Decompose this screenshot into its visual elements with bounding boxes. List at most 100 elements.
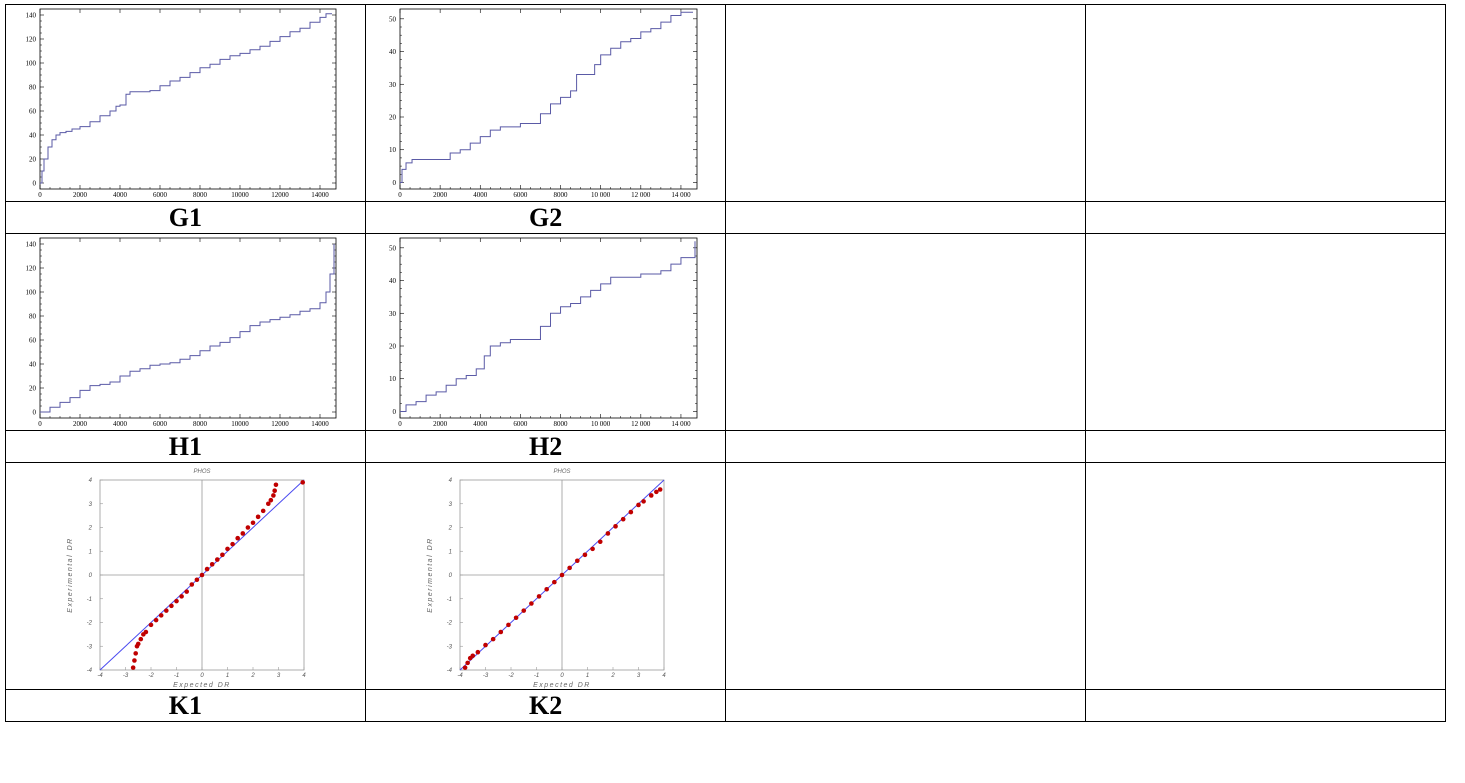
- data-point: [505, 622, 511, 628]
- data-point: [513, 615, 519, 621]
- x-tick-label: 3: [277, 673, 281, 679]
- plot-row-k: PHOS -4 -4 -3 -3 -2 -2 -1 -1 0 0 1 1 2 2 3 3 4 4 Expected D…: [5, 462, 1446, 690]
- y-axis-title: Experimental DR: [67, 537, 74, 612]
- x-tick-label: 2000: [73, 420, 88, 428]
- plot-frame: [399, 8, 698, 190]
- y-tick-label: 1: [89, 549, 92, 555]
- x-tick-label: 4000: [473, 191, 488, 199]
- y-tick-label: 20: [29, 385, 37, 393]
- plot-g2: 0 2000 4000 6000 8000 10 000 12 000 14 000 0 10 20…: [389, 8, 698, 199]
- cell-h2: 0 2000 4000 6000 8000 10 000 12 000 14 000 0 10 20…: [364, 233, 727, 431]
- y-tick-label: 2: [88, 526, 93, 532]
- x-tick-label: 10000: [231, 191, 249, 199]
- data-point: [567, 565, 572, 571]
- plot-row-h: 0 2000 4000 6000 8000 10000 12000 14000 0 20 40 60 8…: [5, 233, 1446, 431]
- x-tick-label: 2000: [433, 420, 448, 428]
- plot-g1: 0 2000 4000 6000 8000 10000 12000 14000 0 20 40 60 8…: [26, 8, 337, 199]
- x-tick-label: -1: [534, 673, 539, 679]
- empty-cell: [1085, 201, 1446, 234]
- data-point: [245, 525, 251, 530]
- data-point: [220, 552, 225, 558]
- y-tick-label: 4: [89, 478, 93, 484]
- y-tick-label: 60: [29, 108, 37, 116]
- empty-cell: [725, 689, 1087, 722]
- x-tick-label: 0: [200, 673, 204, 679]
- y-tick-label: 20: [389, 114, 397, 122]
- plot-k2: PHOS -4 -4 -3 -3 -2 -2 -1 -1 0 0 1 1 2 2 3 3 4 4 Expected D…: [427, 469, 666, 689]
- series-line: [40, 13, 332, 184]
- x-tick-label: 6000: [153, 191, 168, 199]
- y-tick-label: 3: [448, 502, 452, 508]
- y-tick-label: 2: [447, 526, 452, 532]
- x-tick-label: -3: [483, 673, 489, 679]
- y-tick-label: 50: [389, 15, 397, 23]
- data-point: [657, 487, 663, 492]
- label-g1: G1: [5, 201, 366, 234]
- data-point: [628, 509, 633, 515]
- data-point: [179, 594, 184, 599]
- data-point: [235, 535, 240, 541]
- x-tick-label: 14000: [311, 191, 329, 199]
- data-point: [635, 502, 641, 508]
- data-point: [521, 608, 526, 613]
- y-tick-label: 120: [26, 36, 37, 44]
- y-tick-label: 30: [389, 310, 397, 318]
- y-tick-label: 0: [392, 179, 396, 187]
- label-g2: G2: [364, 201, 727, 234]
- data-point: [551, 579, 557, 585]
- y-tick-label: 40: [389, 48, 397, 56]
- x-tick-label: 12000: [271, 420, 289, 428]
- cell-g2: 0 2000 4000 6000 8000 10 000 12 000 14 000 0 10 20…: [364, 4, 727, 202]
- x-tick-label: -1: [174, 673, 179, 679]
- data-point: [590, 546, 595, 552]
- series-line: [40, 244, 335, 413]
- x-tick-label: 10 000: [591, 191, 611, 199]
- y-tick-label: 80: [29, 84, 37, 92]
- data-point: [260, 508, 266, 514]
- data-point: [230, 541, 235, 547]
- x-tick-label: 3: [637, 673, 641, 679]
- data-point: [225, 546, 230, 552]
- plot-k1: PHOS -4 -4 -3 -3 -2 -2 -1 -1 0 0 1 1 2 2 3 3 4 4 Expected D…: [67, 469, 306, 689]
- data-point: [470, 653, 475, 659]
- data-point: [273, 482, 279, 488]
- data-point: [153, 617, 159, 623]
- y-tick-label: 10: [389, 375, 397, 383]
- x-axis-title: Expected DR: [533, 682, 591, 689]
- y-tick-label: 3: [89, 502, 93, 508]
- data-point: [272, 488, 277, 493]
- y-tick-label: 100: [26, 60, 37, 68]
- data-point: [605, 531, 610, 536]
- x-tick-label: 14000: [311, 420, 329, 428]
- data-point: [158, 613, 164, 618]
- y-tick-label: -2: [87, 621, 93, 627]
- data-point: [574, 558, 580, 564]
- data-point: [482, 642, 488, 648]
- empty-cell: [1085, 233, 1446, 431]
- data-point: [612, 524, 618, 529]
- label-k1: K1: [5, 689, 366, 722]
- x-tick-label: 10 000: [591, 420, 611, 428]
- y-tick-label: 0: [33, 409, 37, 417]
- cell-k2: PHOS -4 -4 -3 -3 -2 -2 -1 -1 0 0 1 1 2 2 3 3 4 4 Expected D…: [364, 462, 727, 690]
- series-line: [399, 11, 693, 183]
- x-tick-label: 1: [586, 673, 589, 679]
- x-axis-title: Expected DR: [173, 682, 231, 689]
- empty-cell: [1085, 4, 1446, 202]
- y-tick-label: 0: [89, 573, 93, 579]
- data-point: [132, 658, 137, 663]
- data-point: [536, 594, 542, 599]
- y-tick-label: -4: [446, 668, 452, 674]
- y-tick-label: 0: [392, 408, 396, 416]
- empty-cell: [725, 233, 1087, 431]
- x-tick-label: -4: [97, 673, 103, 679]
- label-h2: H2: [364, 430, 727, 463]
- x-tick-label: 4000: [473, 420, 488, 428]
- y-tick-label: 20: [29, 156, 37, 164]
- x-tick-label: -2: [508, 673, 514, 679]
- data-point: [133, 651, 138, 656]
- y-tick-label: 140: [26, 241, 37, 249]
- chart-title: PHOS: [553, 469, 570, 475]
- y-tick-label: 30: [389, 81, 397, 89]
- data-point: [300, 480, 306, 485]
